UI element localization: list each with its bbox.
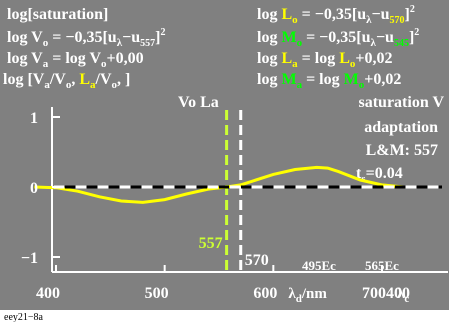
side-note-saturation: saturation V xyxy=(359,94,445,111)
x-tick-label-0: 400 xyxy=(36,285,60,302)
y-tick-label-1: 0 xyxy=(30,180,38,197)
side-note-ts: ts=0.04 xyxy=(356,165,403,185)
vertical-markers xyxy=(225,110,243,270)
x-tick-label-2: 600 xyxy=(253,285,277,302)
header-left-line1: log[saturation] xyxy=(7,6,108,23)
header-left-line2: log Vo = −0,35[uλ−u557]2 xyxy=(7,27,165,49)
center-label: Vo La xyxy=(178,94,219,111)
header-right-line3: log La = log Lo+0,02 xyxy=(257,50,392,70)
marker-label-570: 570 xyxy=(245,252,269,269)
y-tick-label-0: 1 xyxy=(30,110,38,127)
x-tick-label-1: 500 xyxy=(145,285,169,302)
x-extra-tick-label: 400 xyxy=(386,285,410,302)
secondary-label-495ec: 495Ec xyxy=(302,258,336,273)
chart-background xyxy=(0,0,449,310)
header-left-line4: log [Va/Vo, La/Vo, ] xyxy=(3,71,130,91)
side-note-adaptation: adaptation xyxy=(364,119,438,136)
header-right-line1: log Lo = −0,35[uλ−u570]2 xyxy=(257,4,415,26)
header-right-line4: log Ma = log Mo+0,02 xyxy=(257,71,401,91)
footer-label: eey21−8a xyxy=(4,312,44,322)
x-tick-label-3: 700 xyxy=(362,285,386,302)
marker-label-557: 557 xyxy=(199,235,223,252)
x-axis-suffix-0: λd/nm xyxy=(288,286,327,305)
x-axis-suffix-1: λc xyxy=(397,286,409,305)
footer-band xyxy=(0,310,449,322)
header-left-line3: log Va = log Vo+0,00 xyxy=(7,50,144,70)
side-note-lm: L&M: 557 xyxy=(366,142,438,159)
y-tick-label-2: −1 xyxy=(21,250,38,267)
header-right-line2: log Mo = −0,35[uλ−u545]2 xyxy=(257,27,419,49)
